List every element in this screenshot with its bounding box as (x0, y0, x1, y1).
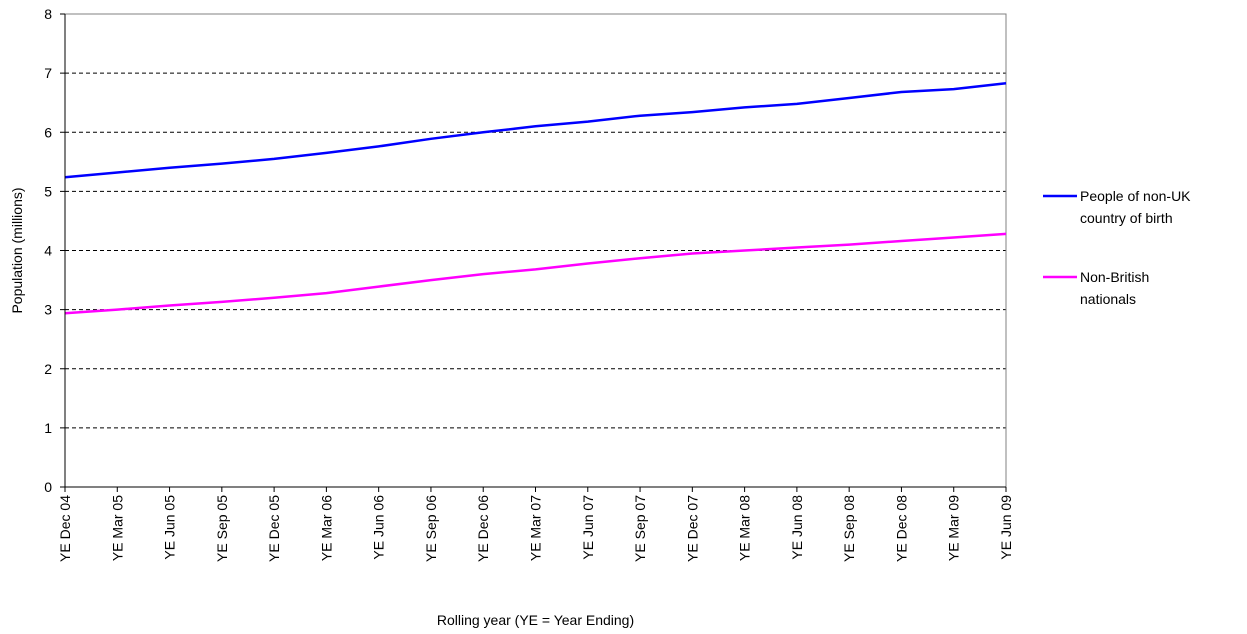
x-axis-ticks: YE Dec 04 YE Mar 05 YE Jun 05 YE Sep 05 YE D… (57, 487, 1014, 562)
x-tick-label: YE Sep 05 (214, 495, 230, 562)
x-tick-label: YE Jun 07 (580, 495, 596, 560)
legend-label: People of non-UK (1080, 188, 1191, 204)
gridlines (65, 72, 1006, 429)
x-tick-label: YE Dec 08 (893, 495, 909, 562)
x-tick-label: YE Sep 06 (423, 495, 439, 562)
y-tick-label: 2 (44, 361, 52, 377)
x-tick-label: YE Jun 09 (998, 495, 1014, 560)
y-tick-label: 0 (44, 479, 52, 495)
x-tick-label: YE Dec 04 (57, 495, 73, 562)
x-axis-title: Rolling year (YE = Year Ending) (437, 612, 634, 628)
series-lines (64, 81, 1007, 315)
x-tick-label: YE Dec 07 (684, 495, 700, 562)
legend-label: country of birth (1080, 210, 1173, 226)
y-tick-label: 3 (44, 302, 52, 318)
x-tick-label: YE Jun 05 (162, 495, 178, 560)
y-axis-title: Population (millions) (9, 187, 25, 313)
y-tick-label: 6 (44, 124, 52, 140)
y-axis-ticks: 0 1 2 3 4 5 6 7 8 (44, 6, 65, 495)
series-line-1 (64, 81, 1007, 179)
x-tick-label: YE Jun 06 (371, 495, 387, 560)
y-tick-label: 8 (44, 6, 52, 22)
y-tick-label: 4 (44, 243, 52, 259)
x-tick-label: YE Mar 09 (946, 495, 962, 561)
y-tick-label: 7 (44, 65, 52, 81)
x-tick-label: YE Jun 08 (789, 495, 805, 560)
x-tick-label: YE Dec 06 (475, 495, 491, 562)
legend-label: Non-British (1080, 269, 1149, 285)
y-tick-label: 5 (44, 183, 52, 199)
x-tick-label: YE Mar 08 (737, 495, 753, 561)
x-tick-label: YE Sep 08 (841, 495, 857, 562)
x-tick-label: YE Dec 05 (266, 495, 282, 562)
series-line-2 (64, 232, 1007, 315)
y-tick-label: 1 (44, 420, 52, 436)
legend: People of non-UK country of birth Non-Brit… (1043, 188, 1191, 307)
x-tick-label: YE Mar 07 (528, 495, 544, 561)
legend-label: nationals (1080, 291, 1136, 307)
x-tick-label: YE Mar 06 (318, 495, 334, 561)
x-tick-label: YE Sep 07 (632, 495, 648, 562)
x-tick-label: YE Mar 05 (109, 495, 125, 561)
